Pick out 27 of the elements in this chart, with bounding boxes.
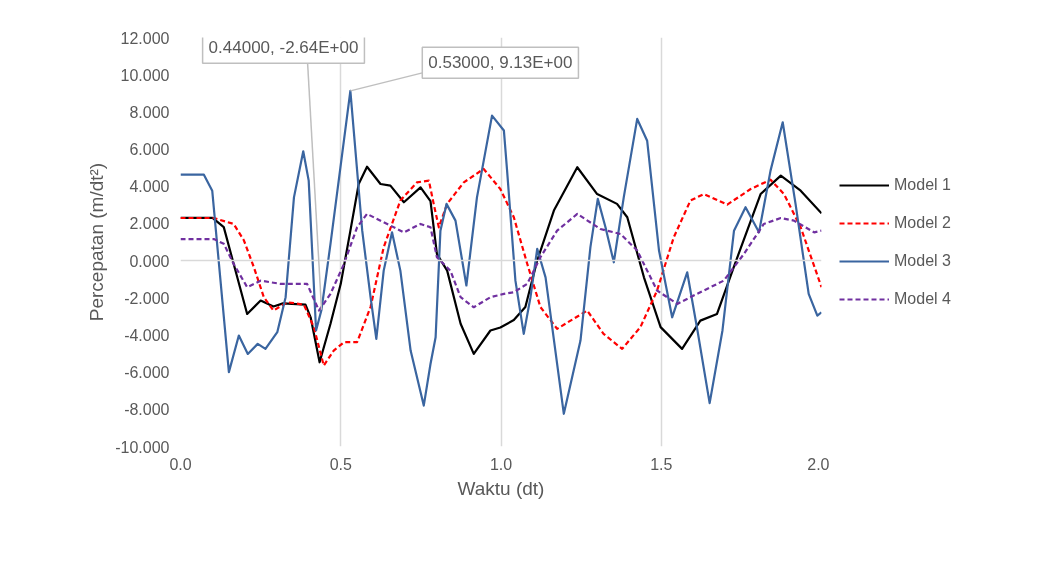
annotation: 0.44000, -2.64E+00 <box>208 38 359 58</box>
line-series <box>180 212 822 312</box>
y-tick-label: 2.000 <box>129 215 170 233</box>
y-tick-label: -10.000 <box>115 438 170 456</box>
x-tick-label: 1.5 <box>650 455 673 473</box>
y-tick-label: -6.000 <box>124 364 170 382</box>
y-tick-label: 12.000 <box>120 29 170 47</box>
x-axis-title: Waktu (dt) <box>457 477 545 499</box>
y-tick-label: -2.000 <box>124 289 170 307</box>
annotation: 0.53000, 9.13E+00 <box>428 53 573 73</box>
y-tick-label: 10.000 <box>120 66 170 84</box>
legend-label: Model 2 <box>894 213 951 232</box>
x-tick-label: 1.0 <box>489 455 513 473</box>
y-tick-label: 8.000 <box>129 103 170 121</box>
legend-label: Model 4 <box>894 289 951 308</box>
x-tick-label: 0.0 <box>169 455 192 473</box>
y-tick-label: 6.000 <box>129 141 170 159</box>
y-tick-label: 4.000 <box>129 178 170 196</box>
y-axis-title: Percepatan (m/dt²) <box>86 162 108 322</box>
line-series <box>180 89 822 415</box>
y-tick-label: -8.000 <box>124 401 170 419</box>
x-tick-label: 2.0 <box>807 455 830 473</box>
legend-label: Model 3 <box>894 251 951 270</box>
y-tick-label: 0.000 <box>129 252 170 270</box>
legend-label: Model 1 <box>894 175 951 194</box>
x-tick-label: 0.5 <box>329 455 352 473</box>
y-tick-label: -4.000 <box>124 326 170 344</box>
